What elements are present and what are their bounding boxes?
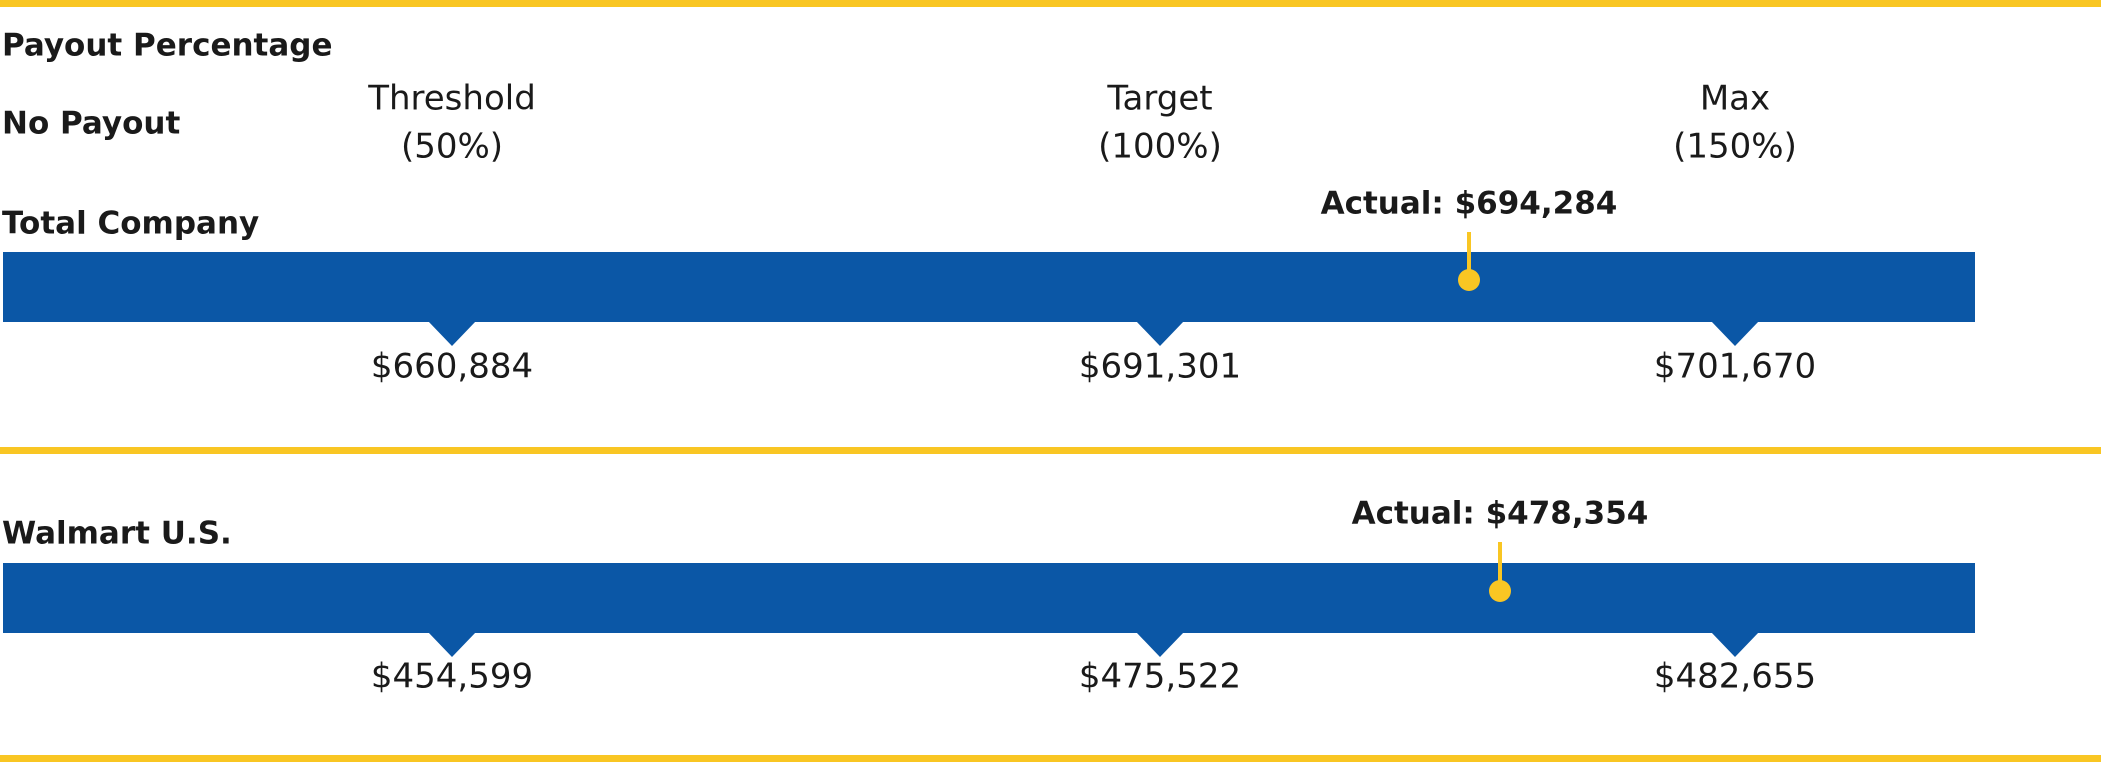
level-pct: (50%) [401, 127, 503, 167]
actual-label: Actual: $478,354 [1352, 496, 1649, 532]
actual-dot [1458, 269, 1480, 291]
level-value: $475,522 [1079, 657, 1241, 697]
title: Payout Percentage [2, 28, 333, 64]
marker [428, 321, 476, 346]
level-pct: (150%) [1673, 127, 1797, 167]
bar [3, 252, 1975, 322]
divider [0, 755, 2101, 762]
marker [1711, 321, 1759, 346]
divider [0, 0, 2101, 7]
level-value: $701,670 [1654, 347, 1816, 387]
level-value: $482,655 [1654, 657, 1816, 697]
level-label: Threshold [367, 79, 536, 119]
marker [1136, 321, 1184, 346]
marker [428, 632, 476, 657]
no-payout-label: No Payout [2, 106, 180, 142]
section-name: Total Company [2, 206, 259, 242]
level-label: Max [1700, 79, 1770, 119]
actual-label: Actual: $694,284 [1321, 186, 1618, 222]
level-value: $691,301 [1079, 347, 1241, 387]
bar [3, 563, 1975, 633]
level-label: Target [1106, 79, 1212, 119]
marker [1711, 632, 1759, 657]
section-name: Walmart U.S. [2, 516, 232, 552]
marker [1136, 632, 1184, 657]
level-value: $660,884 [371, 347, 533, 387]
actual-dot [1489, 580, 1511, 602]
level-pct: (100%) [1098, 127, 1222, 167]
level-value: $454,599 [371, 657, 533, 697]
divider [0, 447, 2101, 454]
